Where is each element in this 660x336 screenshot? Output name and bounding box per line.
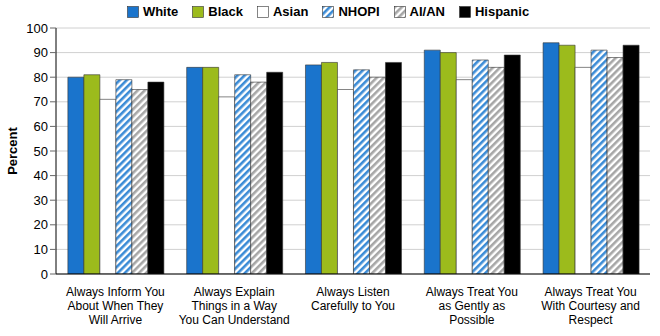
svg-text:30: 30 — [34, 193, 48, 208]
svg-text:70: 70 — [34, 94, 48, 109]
svg-text:50: 50 — [34, 144, 48, 159]
html-text:Asian: Asian — [273, 4, 309, 19]
svg-text:20: 20 — [34, 217, 48, 232]
svg-text:90: 90 — [34, 45, 48, 60]
svg-text:Always Inform YouAbout When Th: Always Inform YouAbout When TheyWill Arr… — [66, 285, 165, 327]
svg-text:40: 40 — [34, 168, 48, 183]
svg-text:80: 80 — [34, 70, 48, 85]
svg-text:0: 0 — [41, 267, 48, 282]
svg-text:60: 60 — [34, 119, 48, 134]
svg-text:Percent: Percent — [8, 126, 20, 174]
html-text:Hispanic: Hispanic — [474, 4, 530, 19]
svg-text:Always Treat YouWith Courtesy: Always Treat YouWith Courtesy andRespect — [541, 285, 640, 327]
html-text:Black: Black — [208, 4, 243, 19]
html-text:AI/AN: AI/AN — [409, 4, 445, 19]
html-text:NHOPI: NHOPI — [338, 4, 380, 19]
svg-text:10: 10 — [34, 242, 48, 257]
svg-text:100: 100 — [26, 21, 48, 36]
html-text:White: White — [142, 4, 179, 19]
svg-text:Always ExplainThings in a WayY: Always ExplainThings in a WayYou Can Und… — [179, 285, 290, 327]
svg-text:Always ListenCarefully to You: Always ListenCarefully to You — [311, 285, 395, 313]
svg-text:Always Treat Youas Gently asPo: Always Treat Youas Gently asPossible — [426, 285, 518, 327]
